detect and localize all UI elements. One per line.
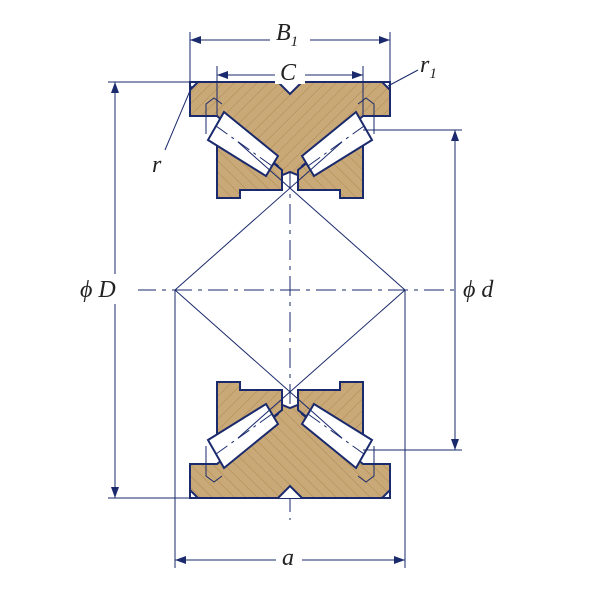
label-r1: r1 [420,52,437,82]
label-C: C [275,58,305,86]
bearing-diagram: B1 C r r1 ϕ D ϕ d a [0,0,600,600]
label-r: r [152,152,162,178]
label-C-text: C [280,60,297,86]
svg-text:r1: r1 [420,52,437,82]
label-B1: B1 [270,18,310,50]
label-phiD: ϕ D [78,274,138,304]
label-B1-text: B [276,20,291,46]
label-a: a [276,542,302,571]
label-a-text: a [282,545,294,571]
label-phid-text: ϕ d [463,277,494,303]
label-B1-sub: 1 [291,34,299,50]
label-phid: ϕ d [460,274,515,304]
label-r1-sub: 1 [429,66,437,82]
label-phiD-text: ϕ D [80,277,116,303]
